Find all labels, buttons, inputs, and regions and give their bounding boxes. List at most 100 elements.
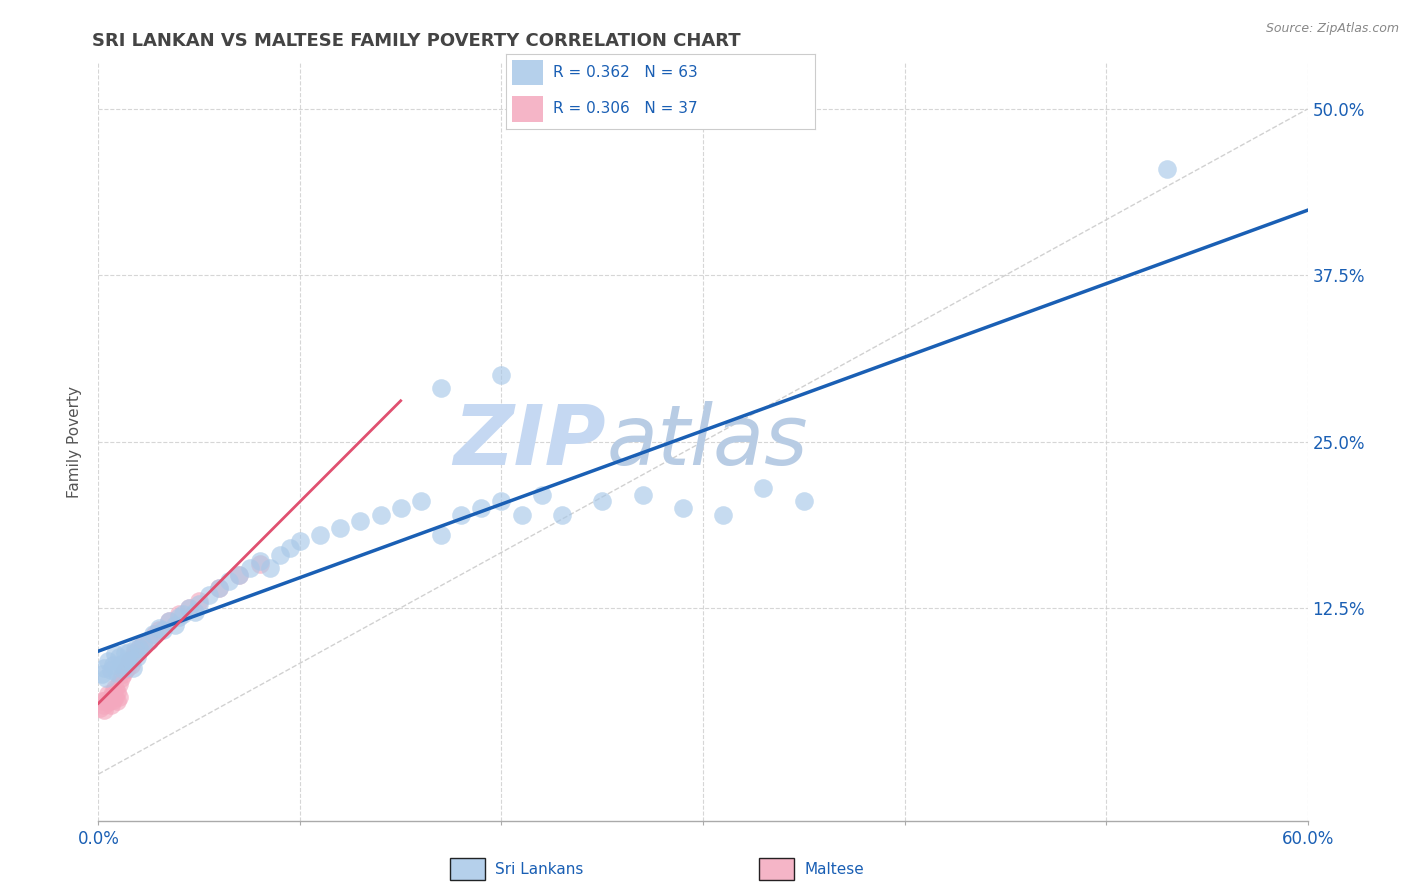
Point bbox=[103, 690, 125, 704]
Point bbox=[125, 650, 148, 665]
Point bbox=[167, 610, 190, 624]
Point bbox=[97, 654, 120, 668]
Point bbox=[101, 684, 124, 698]
Point bbox=[100, 698, 122, 712]
Text: R = 0.306   N = 37: R = 0.306 N = 37 bbox=[553, 101, 697, 116]
Point bbox=[91, 667, 114, 681]
Point bbox=[143, 627, 166, 641]
Point bbox=[111, 667, 134, 681]
Point bbox=[148, 621, 170, 635]
Point bbox=[430, 527, 453, 541]
Point bbox=[510, 508, 533, 522]
Point bbox=[179, 600, 201, 615]
Point bbox=[114, 663, 136, 677]
Point bbox=[157, 614, 180, 628]
Text: R = 0.362   N = 63: R = 0.362 N = 63 bbox=[553, 65, 697, 80]
Point bbox=[118, 645, 141, 659]
Point bbox=[309, 527, 332, 541]
Bar bbox=[512, 60, 543, 86]
Text: atlas: atlas bbox=[606, 401, 808, 482]
Point bbox=[208, 581, 231, 595]
Point bbox=[121, 650, 143, 665]
Point bbox=[1156, 161, 1178, 176]
Point bbox=[491, 494, 513, 508]
Point bbox=[198, 587, 221, 601]
Point bbox=[249, 554, 271, 568]
Text: Sri Lankans: Sri Lankans bbox=[495, 863, 583, 877]
Point bbox=[470, 501, 492, 516]
Point bbox=[103, 681, 125, 695]
Point bbox=[591, 494, 613, 508]
Point bbox=[179, 600, 201, 615]
Point bbox=[288, 534, 311, 549]
Point bbox=[111, 662, 134, 676]
Point bbox=[249, 557, 271, 571]
Point bbox=[184, 605, 207, 619]
Point bbox=[208, 581, 231, 595]
Point bbox=[93, 703, 115, 717]
Point bbox=[228, 567, 250, 582]
Point bbox=[89, 700, 111, 714]
Point bbox=[163, 618, 186, 632]
Point bbox=[115, 654, 138, 668]
Point bbox=[105, 694, 128, 708]
Point bbox=[138, 634, 160, 648]
Point bbox=[115, 661, 138, 675]
Point bbox=[430, 381, 453, 395]
Point bbox=[97, 687, 120, 701]
Point bbox=[121, 661, 143, 675]
Point bbox=[278, 541, 301, 555]
Point bbox=[228, 567, 250, 582]
Point bbox=[711, 508, 734, 522]
Point bbox=[120, 653, 142, 667]
Point bbox=[370, 508, 392, 522]
Point bbox=[157, 614, 180, 628]
Point bbox=[259, 561, 281, 575]
Point bbox=[142, 627, 165, 641]
Point bbox=[793, 494, 815, 508]
Point bbox=[96, 692, 118, 706]
Point bbox=[128, 640, 150, 655]
Point bbox=[124, 645, 146, 659]
Point bbox=[138, 634, 160, 648]
Point bbox=[120, 658, 142, 673]
Point bbox=[409, 494, 432, 508]
Point bbox=[97, 695, 120, 709]
Point bbox=[128, 640, 150, 655]
Point bbox=[551, 508, 574, 522]
Text: Maltese: Maltese bbox=[804, 863, 863, 877]
Point bbox=[107, 676, 129, 690]
Text: Source: ZipAtlas.com: Source: ZipAtlas.com bbox=[1265, 22, 1399, 36]
Point bbox=[269, 548, 291, 562]
Text: ZIP: ZIP bbox=[454, 401, 606, 482]
Point bbox=[105, 684, 128, 698]
Point bbox=[107, 690, 129, 704]
Point bbox=[93, 661, 115, 675]
Point bbox=[114, 646, 136, 660]
Point bbox=[124, 642, 146, 657]
Point bbox=[672, 501, 695, 516]
Point bbox=[218, 574, 240, 589]
Y-axis label: Family Poverty: Family Poverty bbox=[67, 385, 83, 498]
Point bbox=[450, 508, 472, 522]
Point bbox=[389, 501, 412, 516]
Text: SRI LANKAN VS MALTESE FAMILY POVERTY CORRELATION CHART: SRI LANKAN VS MALTESE FAMILY POVERTY COR… bbox=[93, 32, 741, 50]
Point bbox=[110, 671, 132, 685]
Point bbox=[132, 637, 155, 651]
Point bbox=[152, 624, 174, 638]
Point bbox=[491, 368, 513, 382]
Bar bbox=[512, 96, 543, 122]
Point bbox=[118, 654, 141, 668]
Point bbox=[100, 663, 122, 677]
Point bbox=[107, 650, 129, 665]
Point bbox=[148, 624, 170, 638]
Point bbox=[752, 481, 775, 495]
Point bbox=[239, 561, 262, 575]
Point bbox=[110, 657, 132, 671]
Point bbox=[530, 488, 553, 502]
Point bbox=[101, 692, 124, 706]
Point bbox=[188, 597, 211, 611]
Point bbox=[96, 671, 118, 685]
Point bbox=[188, 594, 211, 608]
Point bbox=[105, 665, 128, 680]
